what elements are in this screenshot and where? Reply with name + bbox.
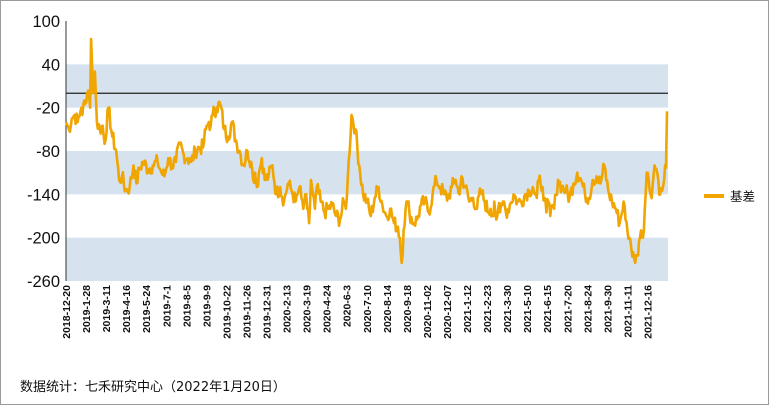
- x-tick-label: 2019-5-24: [141, 285, 153, 333]
- x-tick-label: 2021-1-12: [462, 285, 474, 333]
- x-axis: 2018-12-20 2019-1-28 2019-3-11 2019-4-16 201…: [61, 285, 654, 339]
- x-tick-label: 2020-2-13: [282, 285, 294, 333]
- x-tick-label: 2020-3-19: [302, 285, 314, 333]
- x-tick-label: 2019-11-26: [241, 285, 253, 338]
- y-tick-label: -140: [27, 186, 60, 204]
- x-tick-label: 2019-9-9: [201, 285, 213, 327]
- x-tick-label: 2019-1-28: [81, 285, 93, 333]
- y-tick-label: -260: [27, 273, 60, 291]
- x-tick-label: 2019-4-16: [121, 285, 133, 333]
- x-tick-label: 2020-9-18: [402, 285, 414, 333]
- x-tick-label: 2020-6-3: [342, 285, 354, 327]
- y-tick-label: 100: [32, 13, 60, 31]
- x-tick-label: 2019-7-1: [161, 285, 173, 327]
- x-tick-label: 2020-12-07: [442, 285, 454, 339]
- x-tick-label: 2020-4-24: [322, 285, 334, 333]
- x-tick-label: 2021-12-16: [642, 285, 654, 339]
- background-band: [66, 237, 668, 281]
- y-axis: 100 40 -20 -80 -140 -200 -260: [27, 13, 67, 291]
- legend-label: 基差: [730, 189, 755, 204]
- background-band: [66, 64, 668, 108]
- x-tick-label: 2021-8-24: [582, 285, 594, 333]
- x-tick-label: 2021-3-30: [502, 285, 514, 333]
- x-tick-label: 2021-9-30: [602, 285, 614, 333]
- x-tick-label: 2020-7-10: [362, 285, 374, 333]
- y-tick-label: -200: [27, 230, 60, 248]
- x-tick-label: 2019-3-11: [101, 285, 113, 332]
- x-tick-label: 2018-12-20: [61, 285, 73, 339]
- x-tick-label: 2019-10-22: [221, 285, 233, 339]
- x-tick-label: 2019-12-31: [262, 285, 274, 339]
- background-bands: [66, 64, 668, 281]
- y-tick-label: -20: [36, 100, 60, 118]
- x-tick-label: 2020-8-14: [382, 285, 394, 333]
- x-tick-label: 2019-8-5: [181, 285, 193, 327]
- x-tick-label: 2021-2-23: [482, 285, 494, 333]
- y-tick-label: 40: [42, 56, 60, 74]
- x-tick-label: 2021-7-20: [562, 285, 574, 333]
- legend: 基差: [704, 189, 755, 204]
- x-tick-label: 2021-11-11: [622, 285, 634, 338]
- series-line-basis: [64, 37, 669, 265]
- y-tick-label: -80: [36, 143, 60, 161]
- x-tick-label: 2021-6-15: [542, 285, 554, 333]
- source-note: 数据统计：七禾研究中心（2022年1月20日）: [20, 380, 286, 395]
- x-tick-label: 2020-11-02: [422, 285, 434, 338]
- x-tick-label: 2021-5-10: [522, 285, 534, 333]
